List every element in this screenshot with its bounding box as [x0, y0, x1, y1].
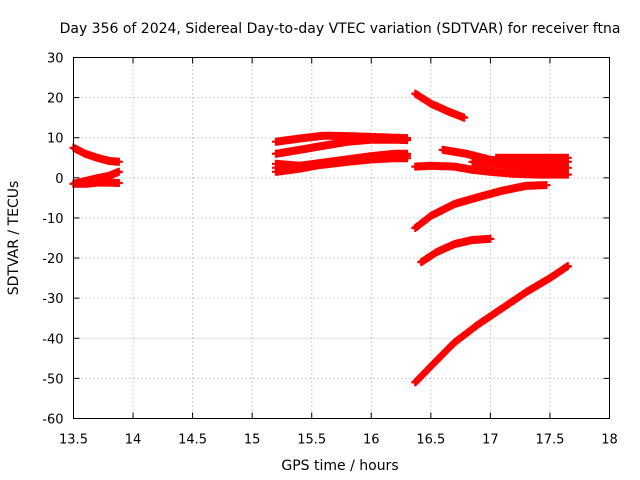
plot-frame — [73, 57, 610, 419]
data-point-markers — [411, 262, 572, 387]
x-tick-label: 14 — [125, 433, 142, 448]
data-point-markers — [69, 143, 123, 166]
x-tick-label: 18 — [601, 433, 618, 448]
y-tick-label: 30 — [47, 52, 64, 67]
data-series-s1 — [69, 143, 123, 166]
tick-layer: 13.5 14 14.5 15 15.5 16 16.5 17 17.5 18 30 20 10 0 -10… — [42, 52, 618, 448]
data-point-markers — [411, 89, 469, 122]
data-series-s9 — [411, 89, 469, 122]
y-tick-label: -40 — [42, 332, 63, 347]
data-series-s8 — [272, 151, 411, 176]
grid-layer — [73, 57, 610, 419]
x-tick-label: 15 — [244, 433, 261, 448]
x-axis-label: GPS time / hours — [281, 458, 398, 474]
x-tick-label: 15.5 — [297, 433, 326, 448]
data-series-s10 — [411, 161, 572, 179]
y-tick-label: 10 — [47, 132, 64, 147]
x-tick-label: 16.5 — [416, 433, 445, 448]
x-tick-label: 14.5 — [178, 433, 207, 448]
data-series-s5 — [272, 135, 411, 158]
data-point-markers — [411, 181, 551, 232]
data-point-markers — [468, 157, 572, 172]
y-tick-label: -60 — [42, 413, 63, 428]
y-axis-label: SDTVAR / TECUs — [6, 181, 22, 296]
data-point-markers — [272, 135, 411, 158]
y-tick-label: 20 — [47, 92, 64, 107]
data-layer — [69, 89, 572, 387]
data-point-markers — [492, 153, 572, 162]
y-tick-label: 0 — [55, 172, 63, 187]
y-tick-label: -30 — [42, 292, 63, 307]
data-point-markers — [411, 161, 572, 179]
data-series-s15 — [417, 234, 495, 267]
x-tick-label: 17.5 — [535, 433, 564, 448]
x-tick-label: 16 — [363, 433, 380, 448]
x-tick-label: 17 — [482, 433, 499, 448]
y-tick-label: -10 — [42, 212, 63, 227]
x-tick-label: 13.5 — [59, 433, 88, 448]
y-tick-label: -50 — [42, 372, 63, 387]
data-series-s16 — [411, 262, 572, 387]
data-series-s13 — [468, 157, 572, 172]
data-series-s14 — [411, 181, 551, 232]
data-series-s3 — [69, 178, 123, 188]
data-series-s12 — [492, 153, 572, 162]
data-point-markers — [272, 151, 411, 176]
y-tick-label: -20 — [42, 252, 63, 267]
data-point-markers — [69, 178, 123, 188]
data-point-markers — [417, 234, 495, 267]
chart-title: Day 356 of 2024, Sidereal Day-to-day VTE… — [60, 21, 621, 37]
